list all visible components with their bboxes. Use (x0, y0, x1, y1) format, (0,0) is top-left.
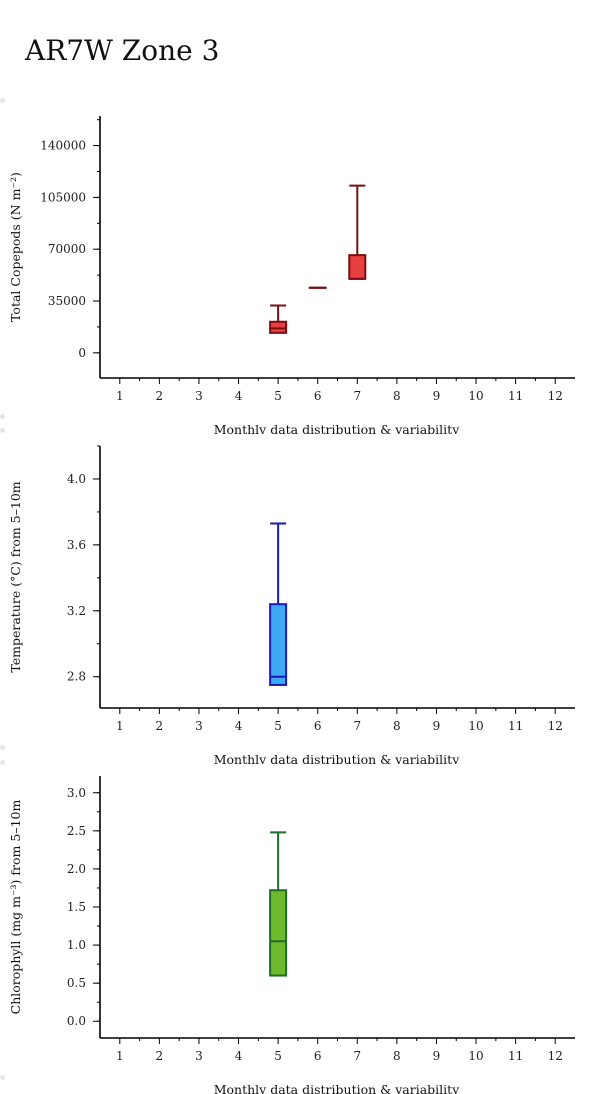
box-iqr (270, 890, 286, 975)
box-month-7 (349, 186, 365, 279)
x-tick-label: 3 (195, 389, 203, 403)
box-iqr (270, 322, 286, 333)
x-tick-label: 6 (314, 719, 322, 733)
y-tick-label: 2.0 (67, 862, 86, 876)
x-tick-label: 9 (433, 1049, 441, 1063)
y-tick-label: 3.6 (67, 538, 86, 552)
y-axis-label: Temperature (°C) from 5–10m (8, 481, 23, 672)
x-tick-label: 4 (235, 389, 243, 403)
x-tick-label: 2 (156, 1049, 164, 1063)
x-tick-label: 10 (468, 389, 483, 403)
x-tick-label: 12 (548, 389, 563, 403)
y-tick-label: 4.0 (67, 472, 86, 486)
y-axis-label: Chlorophyll (mg m⁻³) from 5–10m (8, 800, 23, 1015)
box-month-5 (270, 523, 286, 684)
y-tick-label: 105000 (40, 190, 86, 204)
decorative-dot (0, 98, 5, 103)
x-tick-label: 7 (353, 719, 361, 733)
y-tick-label: 1.0 (67, 938, 86, 952)
y-tick-label: 0.5 (67, 976, 86, 990)
page-title: AR7W Zone 3 (25, 34, 219, 67)
x-tick-label: 10 (468, 1049, 483, 1063)
y-tick-label: 35000 (48, 294, 86, 308)
x-tick-label: 8 (393, 389, 401, 403)
y-tick-label: 3.0 (67, 786, 86, 800)
x-axis-label: Monthly data distribution & variability (214, 1082, 460, 1094)
x-tick-label: 11 (508, 1049, 523, 1063)
x-tick-label: 8 (393, 719, 401, 733)
x-axis-label: Monthly data distribution & variability (214, 422, 460, 434)
x-tick-label: 8 (393, 1049, 401, 1063)
x-tick-label: 1 (116, 719, 124, 733)
box-month-5 (270, 305, 286, 332)
x-tick-label: 11 (508, 389, 523, 403)
box-iqr (270, 604, 286, 685)
x-tick-label: 7 (353, 1049, 361, 1063)
x-tick-label: 9 (433, 719, 441, 733)
x-tick-label: 11 (508, 719, 523, 733)
y-tick-label: 70000 (48, 242, 86, 256)
y-tick-label: 0 (78, 346, 86, 360)
x-tick-label: 1 (116, 1049, 124, 1063)
y-tick-label: 140000 (40, 139, 86, 153)
x-tick-label: 6 (314, 1049, 322, 1063)
x-axis-label: Monthly data distribution & variability (214, 752, 460, 764)
y-tick-label: 1.5 (67, 900, 86, 914)
x-tick-label: 7 (353, 389, 361, 403)
x-tick-label: 6 (314, 389, 322, 403)
box-iqr (349, 255, 365, 279)
x-tick-label: 5 (274, 1049, 282, 1063)
x-tick-label: 10 (468, 719, 483, 733)
box-month-5 (270, 832, 286, 975)
x-tick-label: 12 (548, 1049, 563, 1063)
x-tick-label: 3 (195, 1049, 203, 1063)
y-tick-label: 3.2 (67, 604, 86, 618)
x-tick-label: 4 (235, 719, 243, 733)
y-axis-label: Total Copepods (N m⁻²) (8, 172, 23, 322)
y-tick-label: 0.0 (67, 1014, 86, 1028)
y-tick-label: 2.8 (67, 670, 86, 684)
x-tick-label: 2 (156, 719, 164, 733)
x-tick-label: 2 (156, 389, 164, 403)
x-tick-label: 5 (274, 389, 282, 403)
x-tick-label: 3 (195, 719, 203, 733)
y-tick-label: 2.5 (67, 824, 86, 838)
x-tick-label: 1 (116, 389, 124, 403)
x-tick-label: 5 (274, 719, 282, 733)
x-tick-label: 9 (433, 389, 441, 403)
x-tick-label: 4 (235, 1049, 243, 1063)
x-tick-label: 12 (548, 719, 563, 733)
